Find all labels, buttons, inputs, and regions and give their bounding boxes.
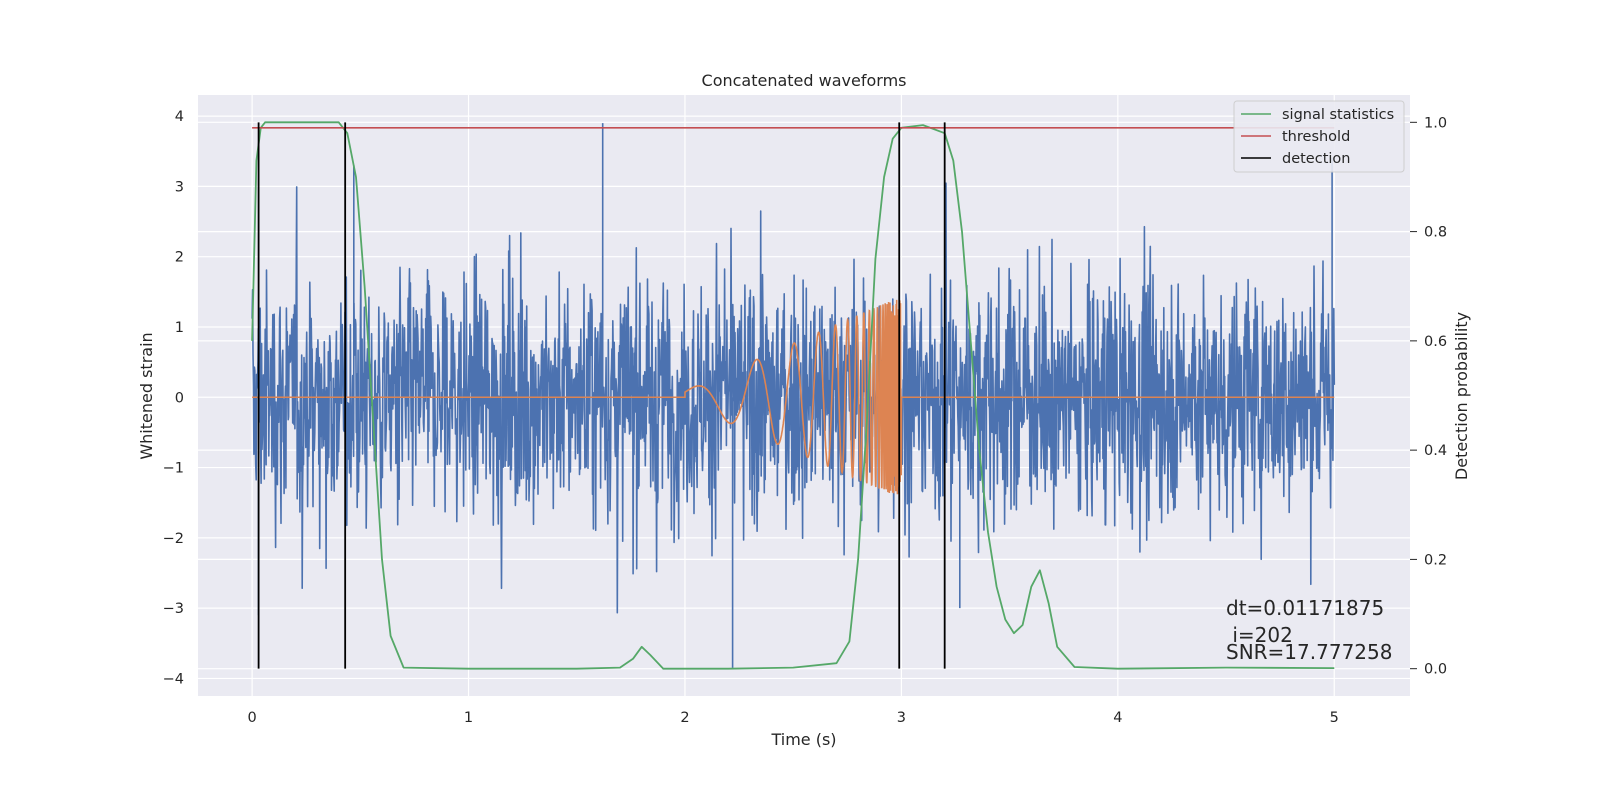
annotation-index: i=202 [1226,623,1293,647]
stat-series [251,121,1335,670]
legend-label-threshold: threshold [1282,129,1350,145]
y-tick-label: −1 [163,461,184,477]
detection-lines [257,122,946,669]
signal-statistics-line [251,121,1335,670]
chirp-series [252,299,1335,495]
y-tick-label: 3 [175,179,184,195]
y-axis-right-label: Detection probability [1452,312,1471,480]
y-right-tick-label: 0.6 [1424,334,1447,350]
x-tick-label: 2 [680,710,689,726]
legend-label-detection: detection [1282,151,1350,167]
annotation-dt: dt=0.01171875 [1226,596,1384,620]
y-tick-label: 0 [175,390,184,406]
y-tick-label: 1 [175,320,184,336]
chirp-line [252,299,1335,495]
y-right-tick-label: 0.2 [1424,552,1447,568]
y-tick-label: 4 [175,109,184,125]
y-right-tick-label: 1.0 [1424,115,1447,131]
chart-title: Concatenated waveforms [702,71,907,90]
x-axis-label: Time (s) [770,730,836,749]
x-tick-label: 0 [247,710,256,726]
strain-line [251,123,1336,668]
legend-label-signal-statistics: signal statistics [1282,107,1394,123]
ticks: 0 1 2 3 4 5 −4 −3 −2 −1 0 1 2 3 4 0.0 0.2 0.4 0.6 0.8 1.0 [163,109,1447,726]
x-tick-label: 5 [1330,710,1339,726]
x-tick-label: 1 [464,710,473,726]
strain-series [251,123,1336,668]
y-tick-label: 2 [175,250,184,266]
y-right-tick-label: 0.4 [1424,443,1447,459]
x-tick-label: 4 [1113,710,1122,726]
y-right-tick-label: 0.8 [1424,225,1447,241]
y-tick-label: −3 [163,601,184,617]
legend-box [1233,100,1405,173]
x-tick-label: 3 [897,710,906,726]
y-tick-label: −4 [163,671,184,687]
y-tick-label: −2 [163,531,184,547]
annotation-snr: SNR=17.777258 [1226,640,1392,664]
y-axis-label: Whitened strain [137,332,156,459]
y-right-tick-label: 0.0 [1424,662,1447,678]
legend: signal statistics threshold detection [1233,100,1405,173]
